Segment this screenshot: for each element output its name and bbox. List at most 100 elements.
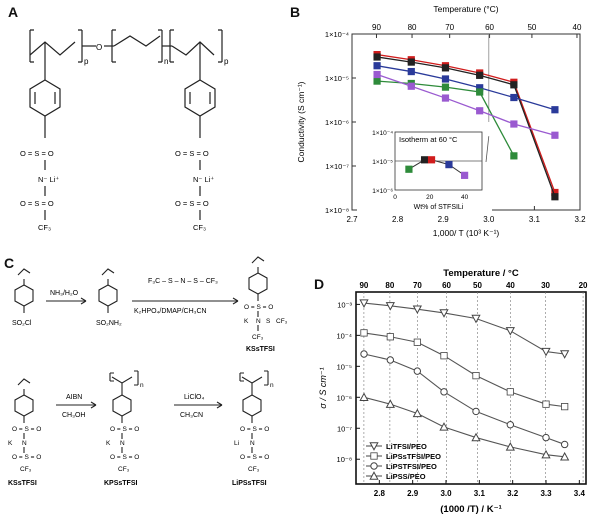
- chart-b-inset-x-label: Wt% of STFSILi: [414, 204, 464, 211]
- chart-d-point: [412, 305, 422, 315]
- row2-start-n: N: [22, 440, 27, 447]
- panel-d: D 90 80 70 60 50 40 30 20 2.8 2.9 3.0 3.1 3.2 3.3 3.4 1…: [300, 262, 600, 521]
- chart-d-point: [506, 388, 514, 396]
- chart-d-point: [542, 400, 550, 408]
- chart-d-point: [359, 299, 369, 308]
- chart-b-y-tick-label: 1×10⁻⁸: [325, 206, 349, 215]
- chart-d-point: [360, 350, 368, 358]
- chart-b-series-line: [376, 56, 556, 197]
- chart-b-point: [373, 70, 381, 79]
- chart-d-y-tick-label: 10⁻⁴: [336, 331, 352, 340]
- chart-d-series: [360, 350, 569, 449]
- chart-b-y-tick-label: 1×10⁻⁵: [325, 74, 349, 83]
- chart-b-point: [441, 64, 450, 72]
- chart-d-series-line: [363, 353, 565, 445]
- row2-mid-sub-n: n: [140, 382, 144, 389]
- chart-b-series-line: [376, 65, 556, 111]
- chart-b-inset-x-tick-label: 0: [393, 194, 397, 201]
- chart-d-point: [541, 449, 551, 459]
- chart-d-point: [386, 356, 395, 364]
- row1-product-n: N: [256, 318, 261, 325]
- left-repeat-unit: [29, 29, 83, 220]
- row2-product-name: LiPSsTFSI: [232, 480, 267, 487]
- peo-block: [82, 29, 163, 63]
- panel-c: C SO₂Cl NH₃/H₂O SO₂NH₂ F₃C – S – N – S –…: [0, 255, 300, 521]
- row1-product-molecule: [248, 256, 268, 331]
- left-subscript-p: p: [84, 57, 89, 66]
- chart-b-x-tick-label: 3.0: [483, 215, 495, 224]
- row1-product-name: KSsTFSI: [246, 346, 275, 353]
- chart-d-legend-marker: [370, 452, 378, 460]
- chart-d-point: [505, 442, 515, 451]
- row1-start-group: SO₂Cl: [12, 320, 32, 327]
- panel-c-scheme: SO₂Cl NH₃/H₂O SO₂NH₂ F₃C – S – N – S – C…: [8, 256, 288, 487]
- chart-d-point: [471, 432, 481, 442]
- panel-a-structure: p O = S = O N⁻ Li⁺ O = S = O CF₃ O n p: [20, 29, 229, 232]
- chart-b-x-tick-label: 2.8: [392, 215, 404, 224]
- row2-arrow-1: [56, 401, 97, 409]
- chart-b-inset-title: Isotherm at 60 °C: [399, 135, 458, 144]
- chart-b-inset-pointer: [485, 136, 490, 163]
- row2-start-so2b: O = S = O: [12, 454, 41, 461]
- chart-b-top-tick-label: 90: [372, 23, 381, 32]
- row2-mid-n: N: [120, 440, 125, 447]
- chart-d-top-axis-label: Temperature / °C: [443, 268, 519, 279]
- peo-oxygen: O: [96, 43, 102, 52]
- row2-product-n: N: [250, 440, 255, 447]
- chart-d-point: [472, 372, 480, 380]
- row2-start-cf3: CF₃: [20, 466, 32, 473]
- chart-b-y-label: Conductivity (S cm⁻¹): [296, 81, 306, 162]
- chart-d-x-tick-label: 3.1: [474, 489, 486, 498]
- chart-b-top-tick-label: 60: [485, 23, 494, 32]
- row1-start-molecule: [14, 268, 34, 313]
- row2-product-so2: O = S = O: [240, 426, 269, 433]
- row2-mid-so2b: O = S = O: [110, 454, 139, 461]
- row2-product-so2b: O = S = O: [240, 454, 269, 461]
- chart-d-legend-label: LiPSsTFSI/PEO: [386, 452, 441, 461]
- chart-d-point: [386, 333, 394, 341]
- chart-b-point: [476, 88, 484, 96]
- chart-d-point: [412, 408, 422, 418]
- chart-d-x-tick-label: 3.4: [574, 489, 586, 498]
- chart-d-point: [439, 309, 449, 318]
- chart-b-inset-x-tick-label: 40: [461, 194, 469, 201]
- chart-b-inset-point: [427, 156, 436, 164]
- chart-d-series: [359, 299, 570, 359]
- chart-b-y-tick-label: 1×10⁻⁴: [325, 30, 349, 39]
- chart-b-top-tick-label: 50: [527, 23, 536, 32]
- chart-b-point: [551, 193, 559, 201]
- chart-b-point: [510, 152, 518, 160]
- chart-d-series: [359, 392, 570, 461]
- chart-d-y-tick-label: 10⁻⁶: [337, 393, 352, 402]
- row2-start-name: KSsTFSI: [8, 480, 37, 487]
- chart-d-point: [439, 422, 449, 431]
- chart-d-point: [561, 403, 569, 411]
- chart-b-point: [373, 62, 381, 70]
- chart-d-point: [471, 314, 481, 324]
- chart-d-y-tick-label: 10⁻⁷: [337, 424, 352, 433]
- chart-d-point: [560, 350, 570, 359]
- chart-d-point: [413, 338, 421, 346]
- chart-b-top-tick-label: 40: [573, 23, 582, 32]
- right-sulfonyl-bottom: O = S = O: [175, 199, 209, 208]
- chart-b-series: [373, 53, 559, 201]
- row2-step2-top: LiClO₄: [184, 394, 205, 401]
- row2-start-k: K: [8, 440, 13, 447]
- row2-product-li: Li: [234, 440, 239, 447]
- chart-d-top-tick-label: 80: [385, 281, 394, 290]
- chart-d-point: [505, 327, 515, 336]
- row2-start-so2: O = S = O: [12, 426, 41, 433]
- chart-b-point: [510, 93, 518, 102]
- row1-step2-reagent-bottom: K₂HPO₄/DMAP/CH₃CN: [134, 308, 207, 315]
- chart-d-x-tick-label: 3.3: [540, 489, 552, 498]
- row2-mid-so2: O = S = O: [110, 426, 139, 433]
- chart-b-series-line: [376, 73, 556, 136]
- row1-product-cf3: CF₃: [276, 318, 288, 325]
- chart-b-x-tick-label: 3.2: [574, 215, 586, 224]
- row2-product-cf3: CF₃: [248, 466, 260, 473]
- row2-product-molecule: [239, 370, 269, 453]
- chart-b-x-tick-label: 3.1: [529, 215, 541, 224]
- left-sulfonyl-bottom: O = S = O: [20, 199, 54, 208]
- chart-b-point: [551, 106, 559, 114]
- chart-b-series: [373, 70, 559, 139]
